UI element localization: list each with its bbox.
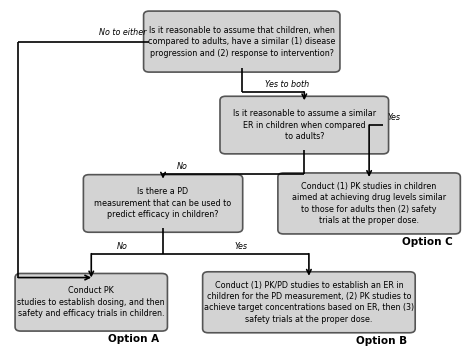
Text: Conduct (1) PK studies in children
aimed at achieving drug levels similar
to tho: Conduct (1) PK studies in children aimed… bbox=[292, 182, 446, 225]
Text: Is it reasonable to assume that children, when
compared to adults, have a simila: Is it reasonable to assume that children… bbox=[148, 26, 336, 57]
FancyBboxPatch shape bbox=[15, 274, 167, 331]
Text: Yes: Yes bbox=[234, 242, 247, 251]
Text: Conduct (1) PK/PD studies to establish an ER in
children for the PD measurement,: Conduct (1) PK/PD studies to establish a… bbox=[204, 280, 414, 324]
Text: No to either: No to either bbox=[100, 29, 147, 38]
Text: Is there a PD
measurement that can be used to
predict efficacy in children?: Is there a PD measurement that can be us… bbox=[94, 188, 232, 219]
FancyBboxPatch shape bbox=[202, 272, 415, 333]
FancyBboxPatch shape bbox=[220, 96, 389, 154]
Text: Is it reasonable to assume a similar
ER in children when compared
to adults?: Is it reasonable to assume a similar ER … bbox=[233, 109, 376, 141]
FancyBboxPatch shape bbox=[278, 173, 460, 234]
FancyBboxPatch shape bbox=[83, 175, 243, 232]
Text: No: No bbox=[177, 162, 188, 171]
Text: Conduct PK
studies to establish dosing, and then
safety and efficacy trials in c: Conduct PK studies to establish dosing, … bbox=[18, 286, 165, 318]
FancyBboxPatch shape bbox=[144, 11, 340, 72]
Text: Yes: Yes bbox=[388, 113, 401, 122]
Text: No: No bbox=[117, 242, 128, 251]
Text: Option A: Option A bbox=[109, 334, 160, 345]
Text: Option B: Option B bbox=[356, 336, 407, 346]
Text: Option C: Option C bbox=[402, 237, 453, 247]
Text: Yes to both: Yes to both bbox=[265, 80, 309, 89]
